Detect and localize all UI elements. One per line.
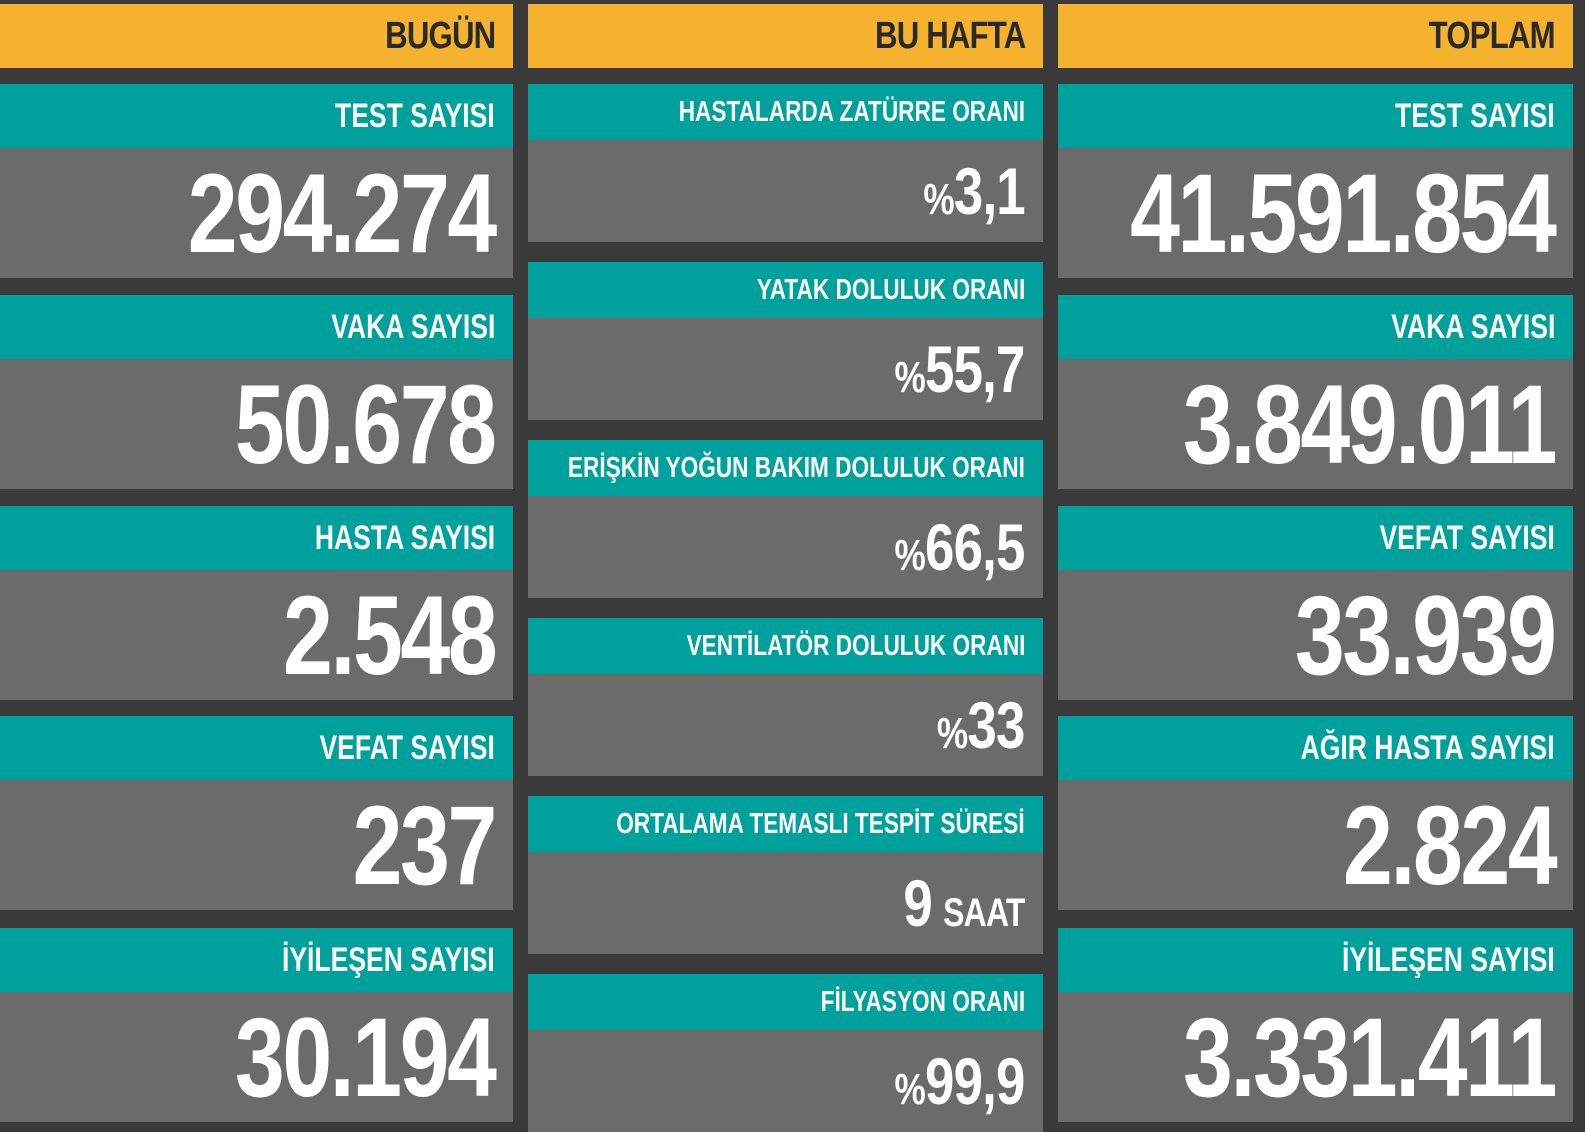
stat-value: 50.678 bbox=[0, 359, 513, 489]
stat-value: %33 bbox=[528, 674, 1043, 776]
today-deaths-card: VEFAT SAYISI 237 bbox=[0, 716, 513, 910]
stat-label: VENTİLATÖR DOLULUK ORANI bbox=[528, 618, 1043, 674]
week-filiation-card: FİLYASYON ORANI %99,9 bbox=[528, 974, 1043, 1132]
stat-value: 3.331.411 bbox=[1058, 992, 1573, 1122]
stat-label: VAKA SAYISI bbox=[1058, 295, 1573, 359]
column-header-today: BUGÜN bbox=[0, 4, 513, 68]
stat-label: ERİŞKİN YOĞUN BAKIM DOLULUK ORANI bbox=[528, 440, 1043, 496]
column-header-total: TOPLAM bbox=[1058, 4, 1573, 68]
stat-label: TEST SAYISI bbox=[0, 84, 513, 148]
week-bed-occupancy-card: YATAK DOLULUK ORANI %55,7 bbox=[528, 262, 1043, 420]
total-recovered-card: İYİLEŞEN SAYISI 3.331.411 bbox=[1058, 928, 1573, 1122]
stat-label: FİLYASYON ORANI bbox=[528, 974, 1043, 1030]
stat-label: VEFAT SAYISI bbox=[1058, 506, 1573, 570]
stat-label: TEST SAYISI bbox=[1058, 84, 1573, 148]
total-cases-card: VAKA SAYISI 3.849.011 bbox=[1058, 295, 1573, 489]
stat-value: 41.591.854 bbox=[1058, 148, 1573, 278]
week-contact-time-card: ORTALAMA TEMASLI TESPİT SÜRESİ 9 SAAT bbox=[528, 796, 1043, 954]
stat-value: 9 SAAT bbox=[528, 852, 1043, 954]
column-header-this-week: BU HAFTA bbox=[528, 4, 1043, 68]
stat-value: 3.849.011 bbox=[1058, 359, 1573, 489]
stat-value: 30.194 bbox=[0, 992, 513, 1122]
stat-label: ORTALAMA TEMASLI TESPİT SÜRESİ bbox=[528, 796, 1043, 852]
total-deaths-card: VEFAT SAYISI 33.939 bbox=[1058, 506, 1573, 700]
stat-value: 2.548 bbox=[0, 570, 513, 700]
stat-value: 237 bbox=[0, 780, 513, 910]
week-pneumonia-card: HASTALARDA ZATÜRRE ORANI %3,1 bbox=[528, 84, 1043, 242]
stat-value: %3,1 bbox=[528, 140, 1043, 242]
stat-label: HASTALARDA ZATÜRRE ORANI bbox=[528, 84, 1043, 140]
today-patients-card: HASTA SAYISI 2.548 bbox=[0, 506, 513, 700]
stat-label: HASTA SAYISI bbox=[0, 506, 513, 570]
stat-value: %66,5 bbox=[528, 496, 1043, 598]
stat-label: VAKA SAYISI bbox=[0, 295, 513, 359]
today-cases-card: VAKA SAYISI 50.678 bbox=[0, 295, 513, 489]
stat-value: 33.939 bbox=[1058, 570, 1573, 700]
total-test-card: TEST SAYISI 41.591.854 bbox=[1058, 84, 1573, 278]
stat-label: İYİLEŞEN SAYISI bbox=[1058, 928, 1573, 992]
total-severe-card: AĞIR HASTA SAYISI 2.824 bbox=[1058, 716, 1573, 910]
today-test-card: TEST SAYISI 294.274 bbox=[0, 84, 513, 278]
stat-label: AĞIR HASTA SAYISI bbox=[1058, 716, 1573, 780]
week-icu-occupancy-card: ERİŞKİN YOĞUN BAKIM DOLULUK ORANI %66,5 bbox=[528, 440, 1043, 598]
stat-value: %55,7 bbox=[528, 318, 1043, 420]
stat-label: YATAK DOLULUK ORANI bbox=[528, 262, 1043, 318]
week-ventilator-card: VENTİLATÖR DOLULUK ORANI %33 bbox=[528, 618, 1043, 776]
stat-label: İYİLEŞEN SAYISI bbox=[0, 928, 513, 992]
today-recovered-card: İYİLEŞEN SAYISI 30.194 bbox=[0, 928, 513, 1122]
stat-value: 294.274 bbox=[0, 148, 513, 278]
stat-label: VEFAT SAYISI bbox=[0, 716, 513, 780]
stat-value: %99,9 bbox=[528, 1030, 1043, 1132]
stat-value: 2.824 bbox=[1058, 780, 1573, 910]
